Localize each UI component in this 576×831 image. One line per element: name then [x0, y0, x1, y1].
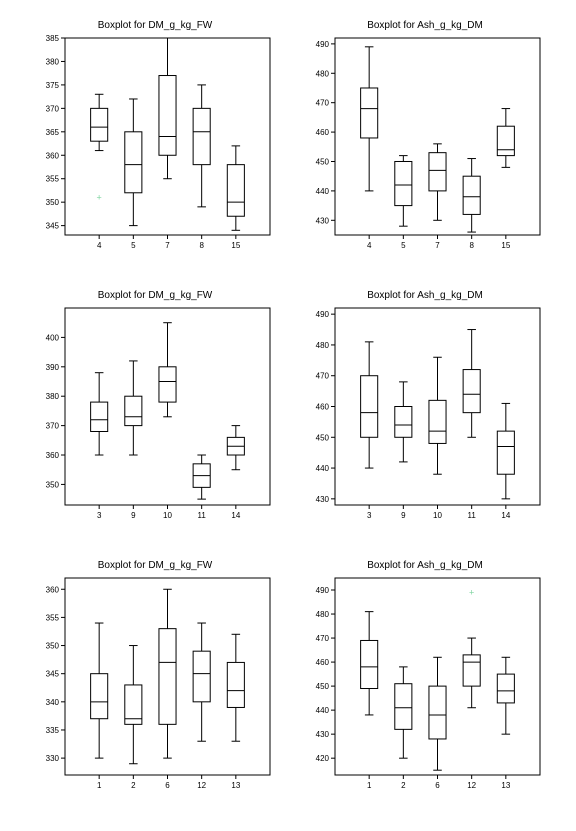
svg-text:370: 370 — [46, 104, 60, 113]
panel-p4: Boxplot for Ash_g_kg_DM 430 440 450 460 470 48… — [300, 290, 550, 530]
svg-text:380: 380 — [46, 57, 60, 66]
panel-title: Boxplot for Ash_g_kg_DM — [300, 290, 550, 301]
svg-text:470: 470 — [316, 372, 330, 381]
svg-text:12: 12 — [467, 781, 476, 790]
svg-text:480: 480 — [316, 610, 330, 619]
panel-title: Boxplot for DM_g_kg_FW — [30, 560, 280, 571]
svg-text:3: 3 — [367, 511, 372, 520]
svg-text:11: 11 — [468, 511, 477, 520]
svg-text:13: 13 — [501, 781, 510, 790]
boxplot-svg: 430 440 450 460 470 480 490 4 5 7 8 15 — [300, 20, 550, 260]
panel-p5: Boxplot for DM_g_kg_FW 330 335 340 345 350 355… — [30, 560, 280, 800]
svg-text:365: 365 — [46, 128, 60, 137]
svg-text:460: 460 — [316, 128, 330, 137]
svg-text:490: 490 — [316, 310, 330, 319]
svg-text:450: 450 — [316, 433, 330, 442]
svg-text:450: 450 — [316, 682, 330, 691]
svg-text:450: 450 — [316, 157, 330, 166]
svg-text:15: 15 — [231, 241, 240, 250]
svg-text:9: 9 — [131, 511, 136, 520]
svg-text:355: 355 — [46, 613, 60, 622]
svg-text:6: 6 — [435, 781, 440, 790]
svg-text:2: 2 — [401, 781, 406, 790]
svg-text:480: 480 — [316, 69, 330, 78]
svg-text:4: 4 — [367, 241, 372, 250]
svg-text:7: 7 — [435, 241, 440, 250]
svg-text:400: 400 — [46, 333, 60, 342]
svg-text:440: 440 — [316, 464, 330, 473]
svg-text:14: 14 — [501, 511, 510, 520]
svg-text:6: 6 — [165, 781, 170, 790]
svg-text:8: 8 — [199, 241, 204, 250]
boxplot-svg: 430 440 450 460 470 480 490 3 9 10 11 14 — [300, 290, 550, 530]
svg-text:2: 2 — [131, 781, 136, 790]
svg-text:430: 430 — [316, 730, 330, 739]
svg-text:7: 7 — [165, 241, 170, 250]
svg-text:480: 480 — [316, 341, 330, 350]
svg-text:430: 430 — [316, 216, 330, 225]
svg-text:345: 345 — [46, 222, 60, 231]
svg-text:9: 9 — [401, 511, 406, 520]
svg-text:8: 8 — [469, 241, 474, 250]
boxplot-svg: 3303353403453503553601261213 — [30, 560, 280, 800]
svg-text:13: 13 — [231, 781, 240, 790]
chart-grid: Boxplot for DM_g_kg_FW345350355360365370… — [0, 0, 576, 831]
boxplot-svg: 345 350 355 360 365 370 375 380 385 4 5 7 8 15 + — [30, 20, 280, 260]
svg-text:360: 360 — [46, 585, 60, 594]
svg-text:4: 4 — [97, 241, 102, 250]
svg-text:10: 10 — [433, 511, 442, 520]
svg-text:340: 340 — [46, 698, 60, 707]
svg-text:3: 3 — [97, 511, 102, 520]
svg-text:355: 355 — [46, 175, 60, 184]
svg-text:460: 460 — [316, 658, 330, 667]
svg-text:350: 350 — [46, 198, 60, 207]
boxplot-svg: 4204304404504604704804901261213+ — [300, 560, 550, 800]
svg-text:14: 14 — [231, 511, 240, 520]
svg-text:350: 350 — [46, 480, 60, 489]
svg-text:1: 1 — [367, 781, 372, 790]
svg-text:470: 470 — [316, 634, 330, 643]
svg-text:335: 335 — [46, 726, 60, 735]
svg-text:350: 350 — [46, 642, 60, 651]
panel-title: Boxplot for Ash_g_kg_DM — [300, 20, 550, 31]
svg-text:10: 10 — [163, 511, 172, 520]
panel-p6: Boxplot for Ash_g_kg_DM 420 430 440 450 460 47… — [300, 560, 550, 800]
svg-text:380: 380 — [46, 392, 60, 401]
svg-text:360: 360 — [46, 451, 60, 460]
svg-text:1: 1 — [97, 781, 102, 790]
svg-text:15: 15 — [501, 241, 510, 250]
svg-text:440: 440 — [316, 706, 330, 715]
svg-text:470: 470 — [316, 99, 330, 108]
panel-title: Boxplot for DM_g_kg_FW — [30, 20, 280, 31]
svg-text:11: 11 — [198, 511, 207, 520]
svg-text:490: 490 — [316, 40, 330, 49]
svg-text:370: 370 — [46, 422, 60, 431]
panel-p1: Boxplot for DM_g_kg_FW 345 350 355 360 365 370… — [30, 20, 280, 260]
boxplot-svg: 350 360 370 380 390 400 3 9 10 11 14 — [30, 290, 280, 530]
panel-title: Boxplot for Ash_g_kg_DM — [300, 560, 550, 571]
svg-text:330: 330 — [46, 754, 60, 763]
svg-text:390: 390 — [46, 363, 60, 372]
svg-text:+: + — [97, 192, 102, 202]
svg-text:375: 375 — [46, 81, 60, 90]
svg-text:345: 345 — [46, 670, 60, 679]
svg-text:420: 420 — [316, 754, 330, 763]
svg-text:460: 460 — [316, 403, 330, 412]
svg-text:490: 490 — [316, 586, 330, 595]
svg-text:360: 360 — [46, 151, 60, 160]
panel-p3: Boxplot for DM_g_kg_FW 350 360 370 380 390 400… — [30, 290, 280, 530]
svg-text:430: 430 — [316, 495, 330, 504]
svg-text:5: 5 — [131, 241, 136, 250]
svg-text:12: 12 — [197, 781, 206, 790]
svg-text:5: 5 — [401, 241, 406, 250]
panel-p2: Boxplot for Ash_g_kg_DM43044045046047048… — [300, 20, 550, 260]
svg-text:+: + — [469, 587, 474, 597]
svg-text:385: 385 — [46, 34, 60, 43]
svg-text:440: 440 — [316, 187, 330, 196]
panel-title: Boxplot for DM_g_kg_FW — [30, 290, 280, 301]
